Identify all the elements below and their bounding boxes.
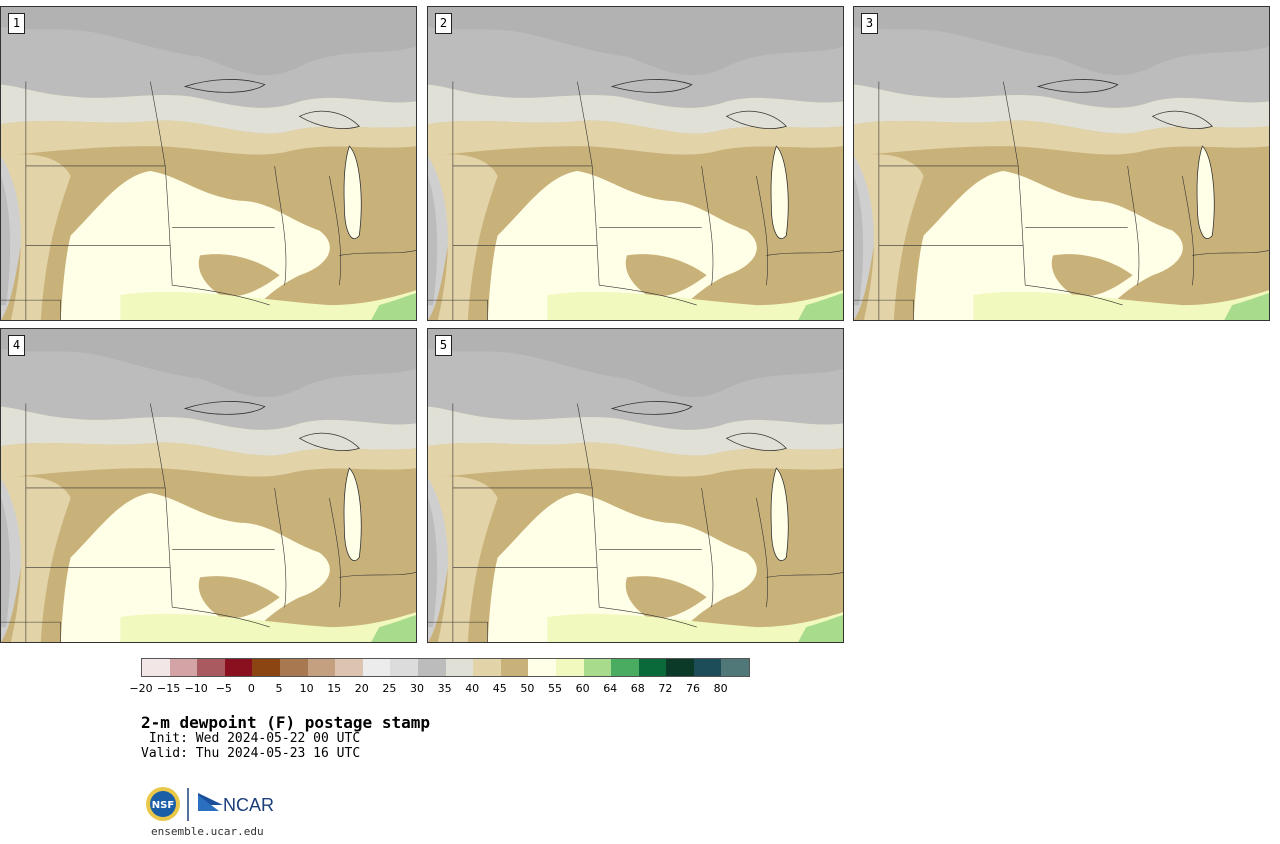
colorbar-swatch bbox=[224, 659, 253, 676]
colorbar-swatch bbox=[473, 659, 501, 676]
colorbar-swatch bbox=[197, 659, 225, 676]
colorbar-swatch bbox=[169, 659, 198, 676]
colorbar-swatch bbox=[721, 659, 750, 676]
member-label: 4 bbox=[8, 335, 25, 356]
colorbar-tick-label: 0 bbox=[247, 682, 255, 695]
colorbar-tick-label: 72 bbox=[658, 682, 673, 695]
member-label: 1 bbox=[8, 13, 25, 34]
colorbar-tick-label: 15 bbox=[327, 682, 342, 695]
colorbar-tick-label: 64 bbox=[603, 682, 618, 695]
colorbar-ticks: −20 −15 −10 −5 0 5 10 15 20 25 30 35 40 45 50 55 60 64 68 7… bbox=[129, 682, 761, 696]
colorbar-swatch bbox=[142, 659, 170, 676]
colorbar-tick-label: −5 bbox=[215, 682, 232, 695]
colorbar-tick-label: 10 bbox=[299, 682, 314, 695]
member-map-5: 5 bbox=[427, 328, 844, 643]
colorbar-tick-label: −10 bbox=[184, 682, 208, 695]
colorbar-tick-label: −20 bbox=[129, 682, 153, 695]
colorbar-swatch bbox=[335, 659, 363, 676]
ncar-text: NCAR bbox=[223, 795, 274, 815]
colorbar-swatch bbox=[693, 659, 722, 676]
colorbar-swatch bbox=[583, 659, 612, 676]
colorbar-swatch bbox=[279, 659, 308, 676]
colorbar-swatch bbox=[528, 659, 556, 676]
colorbar-tick-label: 80 bbox=[713, 682, 728, 695]
member-label: 2 bbox=[435, 13, 452, 34]
site-url: ensemble.ucar.edu bbox=[151, 825, 264, 838]
colorbar-swatch bbox=[390, 659, 418, 676]
member-map-2: 2 bbox=[427, 6, 844, 321]
logos: NSF NCAR bbox=[145, 785, 275, 825]
member-map-1: 1 bbox=[0, 6, 417, 321]
colorbar-tick-label: −15 bbox=[156, 682, 181, 695]
colorbar-swatch bbox=[638, 659, 667, 676]
colorbar-swatch bbox=[362, 659, 391, 676]
colorbar bbox=[141, 658, 751, 677]
colorbar-tick-label: 20 bbox=[354, 682, 369, 695]
ncar-logo: NCAR bbox=[198, 793, 274, 815]
colorbar-tick-label: 30 bbox=[410, 682, 424, 695]
colorbar-tick-label: 35 bbox=[437, 682, 452, 695]
valid-time: Valid: Thu 2024-05-23 16 UTC bbox=[141, 746, 361, 761]
colorbar-swatch bbox=[252, 659, 280, 676]
map-image bbox=[854, 7, 1269, 320]
nsf-logo: NSF bbox=[146, 787, 180, 821]
member-label: 5 bbox=[435, 335, 452, 356]
colorbar-tick-label: 50 bbox=[520, 682, 535, 695]
nsf-text: NSF bbox=[152, 800, 174, 811]
map-image bbox=[428, 7, 843, 320]
colorbar-swatch bbox=[666, 659, 694, 676]
colorbar-swatch bbox=[555, 659, 584, 676]
colorbar-swatch bbox=[417, 659, 446, 676]
colorbar-tick-label: 76 bbox=[686, 682, 700, 695]
colorbar-tick-label: 68 bbox=[630, 682, 645, 695]
page-title: 2-m dewpoint (F) postage stamp bbox=[141, 713, 430, 732]
colorbar-swatch bbox=[500, 659, 529, 676]
colorbar-tick-label: 60 bbox=[575, 682, 590, 695]
colorbar-tick-label: 40 bbox=[465, 682, 480, 695]
colorbar-tick-label: 5 bbox=[275, 682, 283, 695]
colorbar-tick-label: 25 bbox=[382, 682, 397, 695]
colorbar-swatch bbox=[307, 659, 336, 676]
colorbar-swatch bbox=[445, 659, 474, 676]
map-image bbox=[1, 7, 416, 320]
colorbar-tick-label: 45 bbox=[492, 682, 507, 695]
member-map-4: 4 bbox=[0, 328, 417, 643]
map-image bbox=[428, 329, 843, 642]
colorbar-tick-label: 55 bbox=[548, 682, 562, 695]
member-label: 3 bbox=[861, 13, 878, 34]
init-time: Init: Wed 2024-05-22 00 UTC bbox=[141, 731, 361, 746]
member-map-3: 3 bbox=[853, 6, 1270, 321]
colorbar-swatch bbox=[611, 659, 639, 676]
map-image bbox=[1, 329, 416, 642]
